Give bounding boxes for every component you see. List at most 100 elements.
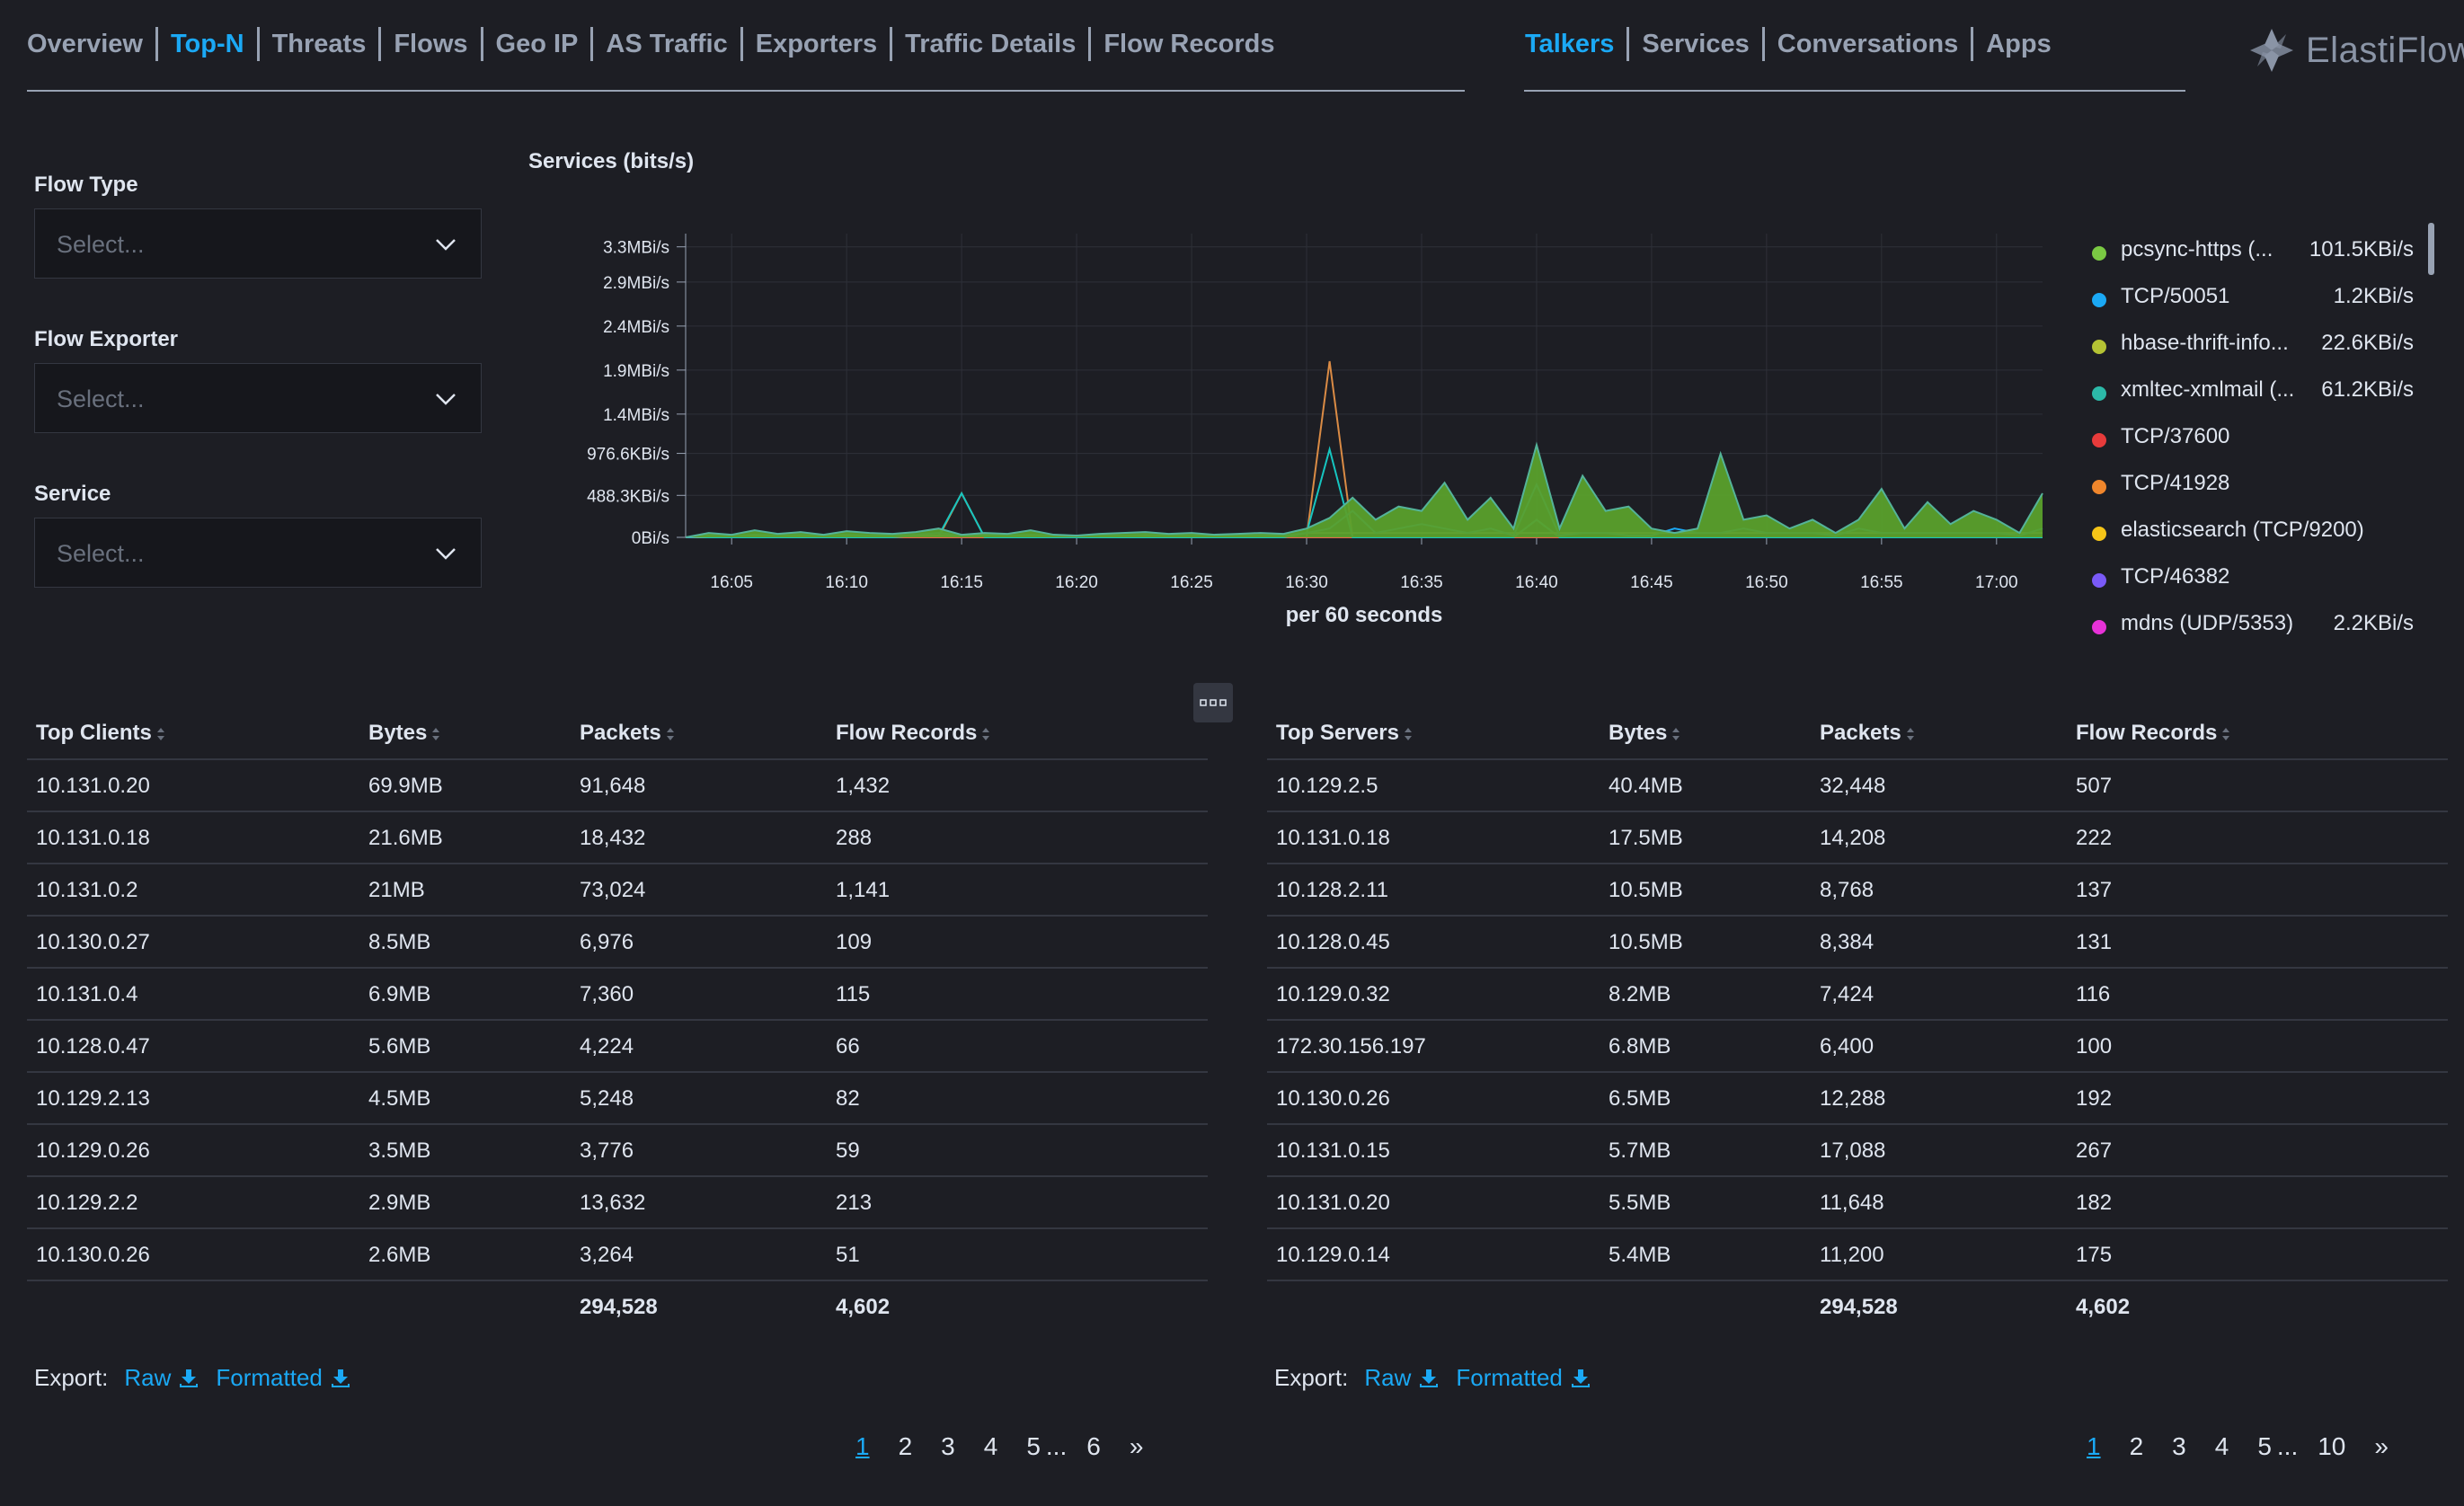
export-formatted-label: Formatted	[1456, 1364, 1563, 1391]
table-cell[interactable]: 10.130.0.26	[36, 1243, 150, 1267]
nav-traffic-details[interactable]: Traffic Details	[905, 29, 1077, 58]
legend-item[interactable]: elasticsearch (TCP/9200)	[2088, 516, 2421, 563]
flow-type-select[interactable]: Select...	[34, 208, 482, 279]
flow-exporter-select[interactable]: Select...	[34, 363, 482, 433]
table-row[interactable]: 10.129.0.14 5.4MB 11,200 175	[1267, 1229, 2448, 1281]
table-cell[interactable]: 10.131.0.2	[36, 878, 138, 902]
legend-item[interactable]: TCP/41928	[2088, 469, 2421, 516]
page-link[interactable]: 1	[2087, 1432, 2101, 1460]
subnav-services[interactable]: Services	[1642, 29, 1750, 58]
table-row[interactable]: 10.128.0.45 10.5MB 8,384 131	[1267, 917, 2448, 969]
column-header[interactable]: Flow Records	[2076, 721, 2230, 746]
sort-icon	[432, 727, 440, 740]
page-link[interactable]: 5	[2257, 1432, 2272, 1460]
table-row[interactable]: 10.131.0.18 21.6MB 18,432 288	[27, 812, 1208, 864]
table-cell[interactable]: 10.129.2.13	[36, 1086, 150, 1111]
service-select[interactable]: Select...	[34, 518, 482, 588]
subnav-conversations[interactable]: Conversations	[1777, 29, 1959, 58]
column-header[interactable]: Bytes	[368, 721, 440, 746]
page-link[interactable]: 2	[2129, 1432, 2144, 1460]
legend-item[interactable]: hbase-thrift-info... 22.6KBi/s	[2088, 329, 2421, 376]
table-cell[interactable]: 10.130.0.26	[1276, 1086, 1390, 1111]
export-formatted-link[interactable]: Formatted	[1456, 1364, 1591, 1392]
export-raw-link[interactable]: Raw	[1364, 1364, 1440, 1392]
table-row[interactable]: 10.129.2.13 4.5MB 5,248 82	[27, 1073, 1208, 1125]
nav-geo-ip[interactable]: Geo IP	[495, 29, 579, 58]
table-row[interactable]: 10.130.0.26 2.6MB 3,264 51	[27, 1229, 1208, 1281]
nav-top-n[interactable]: Top-N	[170, 29, 244, 58]
nav-exporters[interactable]: Exporters	[755, 29, 878, 58]
page-link[interactable]: 4	[983, 1432, 998, 1460]
table-cell[interactable]: 10.129.2.2	[36, 1191, 138, 1215]
page-link[interactable]: 4	[2214, 1432, 2229, 1460]
table-cell[interactable]: 10.131.0.15	[1276, 1138, 1390, 1163]
panel-options-button[interactable]	[1193, 683, 1233, 722]
export-raw-link[interactable]: Raw	[124, 1364, 199, 1392]
table-row[interactable]: 10.131.0.20 5.5MB 11,648 182	[1267, 1177, 2448, 1229]
column-header[interactable]: Flow Records	[836, 721, 990, 746]
page-next-button[interactable]: »	[1129, 1432, 1144, 1460]
table-cell[interactable]: 10.131.0.18	[1276, 826, 1390, 850]
table-row[interactable]: 10.130.0.27 8.5MB 6,976 109	[27, 917, 1208, 969]
legend-item[interactable]: TCP/50051 1.2KBi/s	[2088, 282, 2421, 329]
column-header[interactable]: Bytes	[1609, 721, 1680, 746]
page-link-last[interactable]: 6	[1086, 1432, 1101, 1460]
page-next-button[interactable]: »	[2374, 1432, 2389, 1460]
table-row[interactable]: 10.128.0.47 5.6MB 4,224 66	[27, 1021, 1208, 1073]
table-cell[interactable]: 10.129.0.14	[1276, 1243, 1390, 1267]
page-link[interactable]: 3	[2172, 1432, 2186, 1460]
table-cell[interactable]: 10.131.0.4	[36, 982, 138, 1006]
table-row[interactable]: 10.129.0.32 8.2MB 7,424 116	[1267, 969, 2448, 1021]
table-row[interactable]: 10.129.2.2 2.9MB 13,632 213	[27, 1177, 1208, 1229]
table-cell[interactable]: 10.129.0.26	[36, 1138, 150, 1163]
page-link[interactable]: 3	[941, 1432, 955, 1460]
table-cell[interactable]: 10.129.0.32	[1276, 982, 1390, 1006]
nav-flow-records[interactable]: Flow Records	[1103, 29, 1275, 58]
table-cell[interactable]: 10.131.0.18	[36, 826, 150, 850]
legend-item[interactable]: mdns (UDP/5353) 2.2KBi/s	[2088, 609, 2421, 656]
table-cell[interactable]: 10.128.0.47	[36, 1034, 150, 1059]
chevron-down-icon	[436, 239, 456, 251]
table-row[interactable]: 172.30.156.197 6.8MB 6,400 100	[1267, 1021, 2448, 1073]
table-row[interactable]: 10.131.0.18 17.5MB 14,208 222	[1267, 812, 2448, 864]
legend-item[interactable]: xmltec-xmlmail (... 61.2KBi/s	[2088, 376, 2421, 422]
page-link[interactable]: 5	[1026, 1432, 1041, 1460]
nav-as-traffic[interactable]: AS Traffic	[606, 29, 728, 58]
table-row[interactable]: 10.131.0.2 21MB 73,024 1,141	[27, 864, 1208, 917]
table-row[interactable]: 10.130.0.26 6.5MB 12,288 192	[1267, 1073, 2448, 1125]
table-row[interactable]: 10.129.0.26 3.5MB 3,776 59	[27, 1125, 1208, 1177]
subnav-apps[interactable]: Apps	[1986, 29, 2052, 58]
column-header[interactable]: Top Clients	[36, 721, 165, 746]
legend-item[interactable]: pcsync-https (... 101.5KBi/s	[2088, 235, 2421, 282]
nav-flows[interactable]: Flows	[394, 29, 468, 58]
table-cell[interactable]: 10.131.0.20	[36, 774, 150, 798]
nav-overview[interactable]: Overview	[27, 29, 143, 58]
nav-threats[interactable]: Threats	[271, 29, 367, 58]
table-cell[interactable]: 10.129.2.5	[1276, 774, 1378, 798]
services-area-chart[interactable]: 0Bi/s 488.3KBi/s 976.6KBi/s 1.4MBi/s 1.9MBi/…	[528, 216, 2056, 647]
table-row[interactable]: 10.129.2.5 40.4MB 32,448 507	[1267, 760, 2448, 812]
table-cell[interactable]: 172.30.156.197	[1276, 1034, 1426, 1059]
table-cell[interactable]: 10.128.0.45	[1276, 930, 1390, 954]
column-header[interactable]: Packets	[580, 721, 675, 746]
table-cell[interactable]: 10.131.0.20	[1276, 1191, 1390, 1215]
legend-scrollbar[interactable]	[2428, 223, 2434, 275]
export-formatted-link[interactable]: Formatted	[216, 1364, 351, 1392]
table-row[interactable]: 10.131.0.20 69.9MB 91,648 1,432	[27, 760, 1208, 812]
table-row[interactable]: 10.131.0.15 5.7MB 17,088 267	[1267, 1125, 2448, 1177]
x-tick-label: 16:10	[825, 573, 868, 592]
legend-item[interactable]: TCP/46382	[2088, 563, 2421, 609]
legend-label: TCP/50051	[2121, 284, 2230, 308]
page-link-last[interactable]: 10	[2318, 1432, 2346, 1460]
subnav-talkers[interactable]: Talkers	[1525, 29, 1615, 58]
legend-color-dot	[2092, 246, 2106, 261]
table-row[interactable]: 10.131.0.4 6.9MB 7,360 115	[27, 969, 1208, 1021]
page-link[interactable]: 1	[855, 1432, 870, 1460]
table-cell[interactable]: 10.130.0.27	[36, 930, 150, 954]
table-row[interactable]: 10.128.2.11 10.5MB 8,768 137	[1267, 864, 2448, 917]
column-header[interactable]: Packets	[1820, 721, 1915, 746]
legend-item[interactable]: TCP/37600	[2088, 422, 2421, 469]
table-cell[interactable]: 10.128.2.11	[1276, 878, 1389, 902]
page-link[interactable]: 2	[898, 1432, 913, 1460]
column-header[interactable]: Top Servers	[1276, 721, 1413, 746]
